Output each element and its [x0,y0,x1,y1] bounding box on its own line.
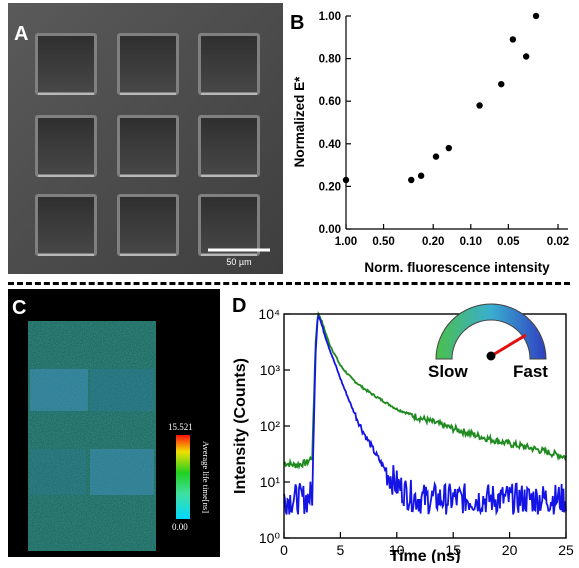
gauge-slow-label: Slow [428,362,468,381]
panel-d: D 0 5 10 15 20 25 10⁰ 10¹ 10² 10³ 10⁴ Time (ns) In… [226,289,579,565]
colorbar [176,435,190,519]
lifetime-well-2 [90,369,154,411]
b-data-point [532,12,540,20]
lifetime-map: 15.521 0.00 Average life time[ns] [8,289,220,557]
d-x-axis-title: Time (ns) [390,548,461,563]
b-x-tick-label: 0.05 [497,236,520,248]
scale-bar-label: 50 µm [226,257,251,267]
d-y-tick-label: 10⁴ [258,306,280,322]
panel-label-c: C [12,297,27,319]
lifetime-well-3 [90,449,154,495]
panel-label-b: B [290,12,305,34]
b-data-point [417,172,425,179]
d-x-tick-label: 0 [280,542,288,558]
b-x-tick-label: 0.50 [372,236,394,248]
b-data-point [408,176,415,184]
d-x-tick-label: 10 [389,542,405,558]
d-x-tick-label: 25 [558,542,574,558]
d-series-line-0 [283,311,567,470]
decay-chart-d: 0 5 10 15 20 25 10⁰ 10¹ 10² 10³ 10⁴ Time (ns) Inte… [232,303,574,565]
b-data-point [342,176,350,184]
d-x-tick-label: 20 [502,542,518,558]
sem-well [201,36,257,92]
sem-well [120,197,176,253]
colorbar-max-label: 15.521 [168,422,193,432]
b-data-point [522,53,530,60]
panel-a: 50 µm A [8,3,283,274]
panel-label-d: D [232,295,247,317]
sem-well [120,118,176,174]
d-series-line-1 [283,313,567,516]
b-y-tick-label: 0.20 [319,181,341,193]
b-y-tick-label: 0.60 [319,96,341,108]
speed-gauge: Slow Fast [428,303,548,381]
b-data-point [476,102,483,109]
d-y-axis-title: Intensity (Counts) [232,358,249,494]
colorbar-min-label: 0.00 [172,522,188,532]
d-x-tick-label: 5 [337,542,345,558]
panel-label-a: A [14,23,29,45]
b-y-tick-label: 0.40 [319,139,341,151]
sem-well [120,36,176,92]
d-y-tick-label: 10¹ [260,474,281,490]
lifetime-well-4 [30,449,86,495]
colorbar-title: Average life time[ns] [201,441,211,513]
b-x-tick-label: 1.00 [335,236,357,248]
sem-well [38,36,94,92]
b-data-point [498,80,505,88]
d-y-tick-label: 10² [260,418,281,434]
panel-divider [8,282,570,285]
b-x-axis-title: Norm. fluorescence intensity [364,260,550,275]
sem-well [38,118,94,174]
panel-c: 15.521 0.00 Average life time[ns] C [8,289,220,557]
b-y-axis-title: Normalized E* [292,76,307,168]
d-y-tick-label: 10³ [260,362,281,378]
b-x-tick-label: 0.20 [422,236,444,248]
b-x-tick-label: 0.02 [547,236,569,248]
sem-image: 50 µm [8,3,283,274]
panel-b: B 1.00 0.50 0.20 0.10 0.05 0.02 0.00 0.20 0.40 0.… [290,0,579,280]
sem-well [201,118,257,174]
sem-well [201,197,257,253]
b-y-tick-label: 0.00 [319,224,341,236]
sem-well [38,197,94,253]
b-x-tick-label: 0.10 [460,236,482,248]
d-x-tick-label: 15 [445,542,461,558]
d-y-tick-label: 10⁰ [259,530,281,546]
b-y-tick-label: 0.80 [319,54,341,66]
b-data-point [432,153,440,160]
gauge-fast-label: Fast [513,362,548,381]
b-data-point [509,36,517,43]
scatter-chart-b: 1.00 0.50 0.20 0.10 0.05 0.02 0.00 0.20 0.40 0.60… [292,11,569,275]
b-y-tick-label: 1.00 [319,11,341,23]
b-data-point [445,144,453,152]
lifetime-well-1 [30,369,88,411]
